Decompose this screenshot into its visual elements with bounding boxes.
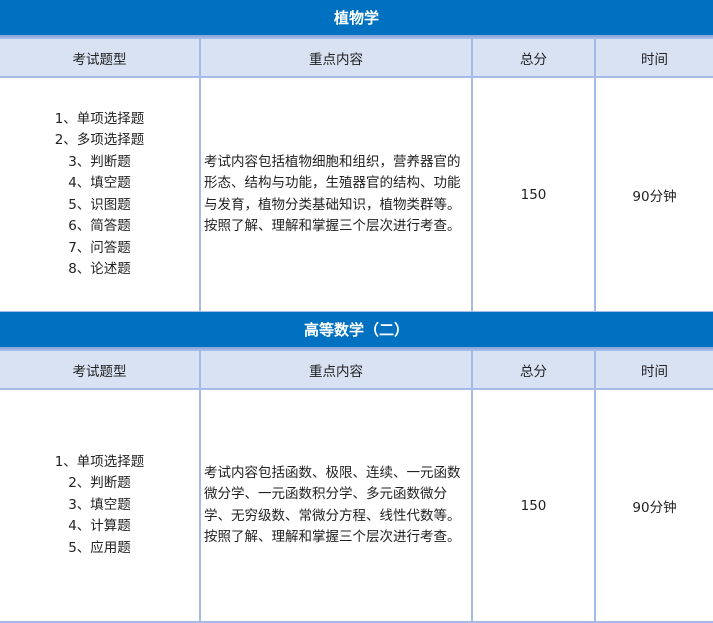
section-title: 植物学 [0, 0, 713, 37]
question-type-item: 6、简答题 [68, 218, 131, 234]
question-type-item: 8、论述题 [68, 261, 131, 277]
question-type-item: 1、单项选择题 [54, 453, 145, 470]
question-types-cell: 1、单项选择题 2、多项选择题 3、判断题 4、填空题 5、识图题 6、简答题 7、问答题 8… [0, 76, 201, 313]
question-type-item: 2、多项选择题 [54, 132, 145, 148]
section-title: 高等数学（二） [0, 312, 713, 349]
question-type-item: 3、填空题 [68, 496, 131, 513]
exam-table: 考试题型 重点内容 总分 时间 1、单项选择题 2、多项选择题 3、判断题 4、填空题… [0, 37, 713, 313]
exam-section: 高等数学（二） 考试题型 重点内容 总分 时间 1、单项选择题 2、判断题 3、填空… [0, 312, 713, 623]
question-type-item: 5、应用题 [68, 539, 131, 556]
exam-table: 考试题型 重点内容 总分 时间 1、单项选择题 2、判断题 3、填空题 4、计算题 5、… [0, 349, 713, 623]
header-row: 考试题型 重点内容 总分 时间 [0, 349, 713, 390]
exam-section: 植物学 考试题型 重点内容 总分 时间 1、单项选择题 2、多项选择题 3、判断题 4… [0, 0, 713, 313]
time-cell: 90分钟 [594, 76, 713, 313]
question-types-cell: 1、单项选择题 2、判断题 3、填空题 4、计算题 5、应用题 [0, 388, 201, 623]
header-key-content: 重点内容 [199, 349, 473, 390]
header-key-content: 重点内容 [199, 37, 473, 78]
header-time: 时间 [594, 349, 713, 390]
header-time: 时间 [594, 37, 713, 78]
table-row: 1、单项选择题 2、判断题 3、填空题 4、计算题 5、应用题 考试内容包括函数、极限、… [0, 388, 713, 623]
key-content-cell: 考试内容包括植物细胞和组织，营养器官的形态、结构与功能，生殖器官的结构、功能与发… [199, 76, 473, 313]
header-total-score: 总分 [471, 37, 596, 78]
total-score-cell: 150 [471, 76, 596, 313]
table-row: 1、单项选择题 2、多项选择题 3、判断题 4、填空题 5、识图题 6、简答题 7、问答题 8… [0, 76, 713, 313]
header-total-score: 总分 [471, 349, 596, 390]
key-content-cell: 考试内容包括函数、极限、连续、一元函数微分学、一元函数积分学、多元函数微分学、无… [199, 388, 473, 623]
question-type-item: 7、问答题 [68, 239, 131, 256]
total-score-cell: 150 [471, 388, 596, 623]
question-type-item: 1、单项选择题 [54, 110, 145, 127]
header-question-type: 考试题型 [0, 37, 201, 78]
time-cell: 90分钟 [594, 388, 713, 623]
header-row: 考试题型 重点内容 总分 时间 [0, 37, 713, 78]
question-type-item: 2、判断题 [68, 475, 131, 492]
header-question-type: 考试题型 [0, 349, 201, 390]
question-type-item: 5、识图题 [68, 196, 131, 213]
question-type-item: 4、填空题 [68, 175, 131, 191]
question-type-item: 3、判断题 [68, 153, 131, 170]
question-type-item: 4、计算题 [68, 518, 131, 535]
